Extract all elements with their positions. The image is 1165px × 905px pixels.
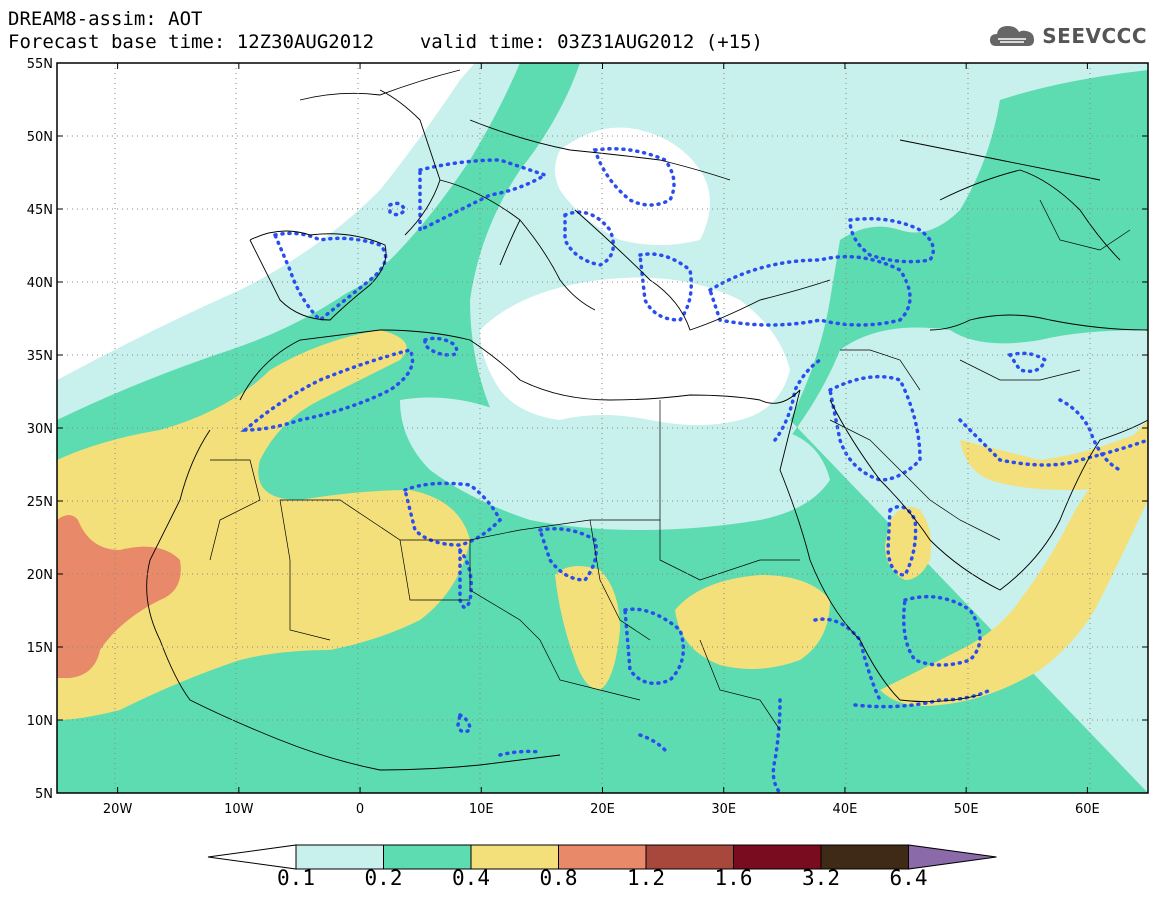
- colorbar-swatch: [820, 844, 909, 870]
- aot-band-0.4-0.8-sudan: [675, 575, 830, 669]
- lon-tick-label: 40E: [833, 802, 858, 817]
- aot-band-0.4-0.8-arabia: [880, 420, 1148, 706]
- aot-band-0.4-0.8-west-africa: [57, 330, 470, 720]
- colorbar-swatch: [645, 844, 734, 870]
- lat-tick-label: 50N: [27, 130, 53, 145]
- colorbar-label: 6.4: [889, 866, 928, 890]
- lat-tick-label: 10N: [27, 714, 53, 729]
- lon-tick-label: 20E: [590, 802, 615, 817]
- colorbar-label: 0.1: [277, 866, 315, 890]
- colorbar-label: 3.2: [802, 866, 840, 890]
- lat-tick-label: 45N: [27, 203, 53, 218]
- lon-tick-label: 20W: [103, 802, 133, 817]
- aot-band-0.2-0.4-east: [950, 70, 1148, 344]
- lat-tick-label: 30N: [27, 422, 53, 437]
- aot-band-0.4-0.8-gulf: [960, 430, 1148, 490]
- lat-tick-labels: 55N 50N 45N 40N 35N 30N 25N 20N 15N 10N 5N: [27, 57, 53, 802]
- aot-band-0.4-0.8-chad: [555, 566, 620, 690]
- lon-tick-label: 10E: [469, 802, 494, 817]
- aot-band-0.4-0.8-morocco: [300, 348, 345, 390]
- seevccc-logo: SEEVCCC: [988, 22, 1147, 50]
- lat-tick-label: 15N: [27, 641, 53, 656]
- lon-tick-labels: 20W 10W 0 10E 20E 30E 40E 50E 60E: [103, 802, 1100, 817]
- lat-tick-label: 55N: [27, 57, 53, 72]
- aot-band-0.4-0.8-arabia-interior: [885, 506, 932, 580]
- lat-tick-label: 5N: [35, 787, 53, 802]
- lat-tick-label: 40N: [27, 276, 53, 291]
- colorbar-swatch: [470, 844, 559, 870]
- valid-time: valid time: 03Z31AUG2012 (+15): [419, 31, 763, 53]
- lon-tick-label: 0: [356, 802, 364, 817]
- base-time: Forecast base time: 12Z30AUG2012: [8, 31, 375, 53]
- lat-tick-label: 20N: [27, 568, 53, 583]
- tick-marks: [57, 62, 1148, 794]
- lon-tick-label: 30E: [711, 802, 736, 817]
- map-title: DREAM8-assim: AOT: [8, 8, 203, 30]
- colorbar-label: 0.8: [539, 866, 578, 890]
- aot-band-0.8-1.2-senegal: [57, 515, 181, 678]
- aot-below-0.1-libya: [480, 277, 790, 425]
- lat-tick-label: 35N: [27, 349, 53, 364]
- borders: [209, 199, 1131, 731]
- lat-tick-label: 25N: [27, 495, 53, 510]
- colorbar-label: 1.2: [627, 866, 665, 890]
- aot-band-0.1-0.2-iberia: [240, 180, 440, 330]
- colorbar-over-triangle: [908, 844, 997, 870]
- logo-text: SEEVCCC: [1042, 24, 1147, 48]
- cloud-icon: [990, 26, 1035, 46]
- graticule: [57, 63, 1148, 793]
- colorbar-swatch: [295, 844, 384, 870]
- lon-tick-label: 60E: [1075, 802, 1100, 817]
- coastlines: [146, 69, 1148, 771]
- colorbar: [207, 844, 997, 870]
- aot-below-0.1-nw: [57, 63, 440, 350]
- forecast-time-line: Forecast base time: 12Z30AUG2012 valid t…: [8, 31, 763, 53]
- lon-tick-label: 50E: [954, 802, 979, 817]
- aot-band-0.1-0.2-sahara: [400, 397, 830, 530]
- lon-tick-label: 10W: [224, 802, 254, 817]
- colorbar-label: 0.4: [452, 866, 490, 890]
- colorbar-label: 1.6: [714, 866, 753, 890]
- colorbar-swatch: [558, 844, 647, 870]
- colorbar-label: 0.2: [364, 866, 403, 890]
- dust-contours: [240, 147, 1148, 793]
